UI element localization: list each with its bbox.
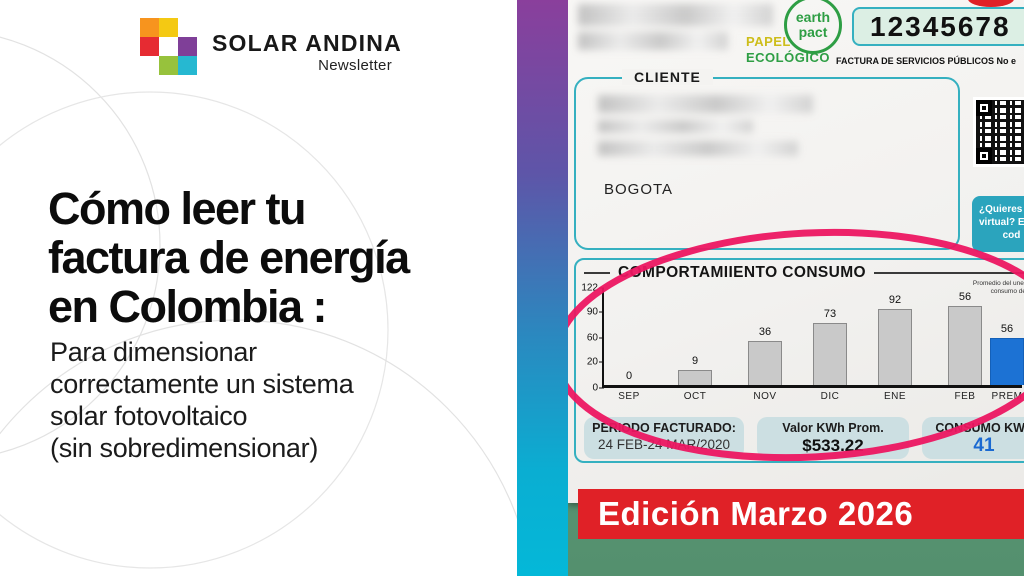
brand-name: SOLAR ANDINA bbox=[212, 30, 402, 56]
bar-value-label: 56 bbox=[1000, 323, 1014, 335]
invoice-number-box: 12345678 bbox=[852, 7, 1024, 46]
x-axis-label: PREM bbox=[991, 391, 1023, 402]
bar-value-label: 0 bbox=[625, 370, 633, 382]
bar-value-label: 9 bbox=[691, 355, 699, 367]
logo-square-orange bbox=[140, 18, 159, 37]
chart-bar-nov bbox=[748, 341, 782, 385]
x-axis-label: DIC bbox=[820, 391, 840, 402]
red-logo-arc bbox=[968, 0, 1014, 7]
page-subtitle: Para dimensionar correctamente un sistem… bbox=[50, 336, 490, 464]
x-axis-label: SEP bbox=[618, 391, 640, 402]
title-line-1: Cómo leer tu bbox=[48, 183, 307, 234]
papel-label: PAPEL bbox=[746, 34, 791, 49]
kwh-price-title: Valor KWh Prom. bbox=[782, 421, 884, 435]
invoice-caption: FACTURA DE SERVICIOS PÚBLICOS No e bbox=[836, 56, 1017, 66]
y-axis-tick: 60 bbox=[587, 333, 605, 344]
virtual-bill-note: ¿Quieres t virtual? Es cod bbox=[972, 196, 1024, 252]
x-axis-label: ENE bbox=[883, 391, 907, 402]
title-line-3: en Colombia : bbox=[48, 281, 328, 332]
blurred-client-address bbox=[598, 95, 830, 175]
page-title: Cómo leer tu factura de energía en Colom… bbox=[48, 184, 518, 331]
qr-code bbox=[973, 97, 1024, 167]
subtitle-line-3: solar fotovoltaico bbox=[50, 401, 248, 431]
invoice-number: 12345678 bbox=[870, 11, 1011, 42]
client-section-label: CLIENTE bbox=[622, 69, 713, 85]
subtitle-line-4: (sin sobredimensionar) bbox=[50, 433, 319, 463]
chart-bar-feb bbox=[948, 306, 982, 385]
logo-square-green bbox=[159, 56, 178, 75]
logo-square-red bbox=[140, 37, 159, 56]
bar-value-label: 73 bbox=[823, 308, 837, 320]
consumption-title: CONSUMO KWh bbox=[935, 421, 1024, 435]
edition-banner: Edición Marzo 2026 bbox=[578, 489, 1024, 539]
client-city: BOGOTA bbox=[604, 181, 674, 198]
subtitle-line-1: Para dimensionar bbox=[50, 337, 257, 367]
consumption-section: COMPORTAMIIENTO CONSUMO Promedio del une… bbox=[574, 258, 1024, 463]
brand-subtitle: Newsletter bbox=[318, 57, 392, 74]
logo-square-cyan bbox=[178, 56, 197, 75]
bill-photo: earth pact PAPEL ECOLÓGICO 12345678 FACT… bbox=[568, 0, 1024, 576]
consumption-box: CONSUMO KWh 41 bbox=[922, 417, 1024, 459]
bar-value-label: 56 bbox=[958, 291, 972, 303]
kwh-price-box: Valor KWh Prom. $533.22 bbox=[757, 417, 909, 459]
brand-text: SOLAR ANDINA Newsletter bbox=[212, 30, 402, 74]
bar-value-label: 36 bbox=[758, 326, 772, 338]
billing-period-title: PERIODO FACTURADO: bbox=[592, 421, 736, 435]
consumption-value: 41 bbox=[973, 435, 995, 456]
y-axis-tick: 90 bbox=[587, 307, 605, 318]
brand-logo-icon bbox=[140, 18, 198, 76]
chart-plot: 122 90 60 20 0 0 SEP 9 OCT 36 NOV 73 DIC 92 ENE 56 FEB 56… bbox=[581, 283, 1024, 402]
chart-bar-oct bbox=[678, 370, 712, 385]
logo-square-purple bbox=[178, 37, 197, 56]
chart-bar-ene bbox=[878, 309, 912, 385]
chart-title: COMPORTAMIIENTO CONSUMO bbox=[618, 264, 867, 281]
chart-bar-prem bbox=[990, 338, 1024, 385]
billing-period-value: 24 FEB-24 MAR/2020 bbox=[597, 437, 731, 452]
y-axis-tick: 20 bbox=[587, 357, 605, 368]
logo-square-yellow bbox=[159, 18, 178, 37]
y-axis-tick: 122 bbox=[581, 283, 604, 294]
client-section: CLIENTE BOGOTA bbox=[574, 69, 960, 250]
x-axis-label: OCT bbox=[683, 391, 707, 402]
earth-pact-logo-icon: earth pact bbox=[784, 0, 842, 54]
kwh-price-value: $533.22 bbox=[802, 436, 864, 455]
x-axis-label: NOV bbox=[753, 391, 777, 402]
left-panel: SOLAR ANDINA Newsletter Cómo leer tu fac… bbox=[0, 18, 518, 569]
subtitle-line-2: correctamente un sistema bbox=[50, 369, 354, 399]
blurred-letterhead bbox=[578, 4, 778, 60]
bar-value-label: 92 bbox=[888, 294, 902, 306]
title-line-2: factura de energía bbox=[48, 232, 410, 283]
chart-bar-dic bbox=[813, 323, 847, 385]
gradient-divider bbox=[517, 0, 568, 576]
billing-period-box: PERIODO FACTURADO: 24 FEB-24 MAR/2020 bbox=[584, 417, 744, 459]
y-axis-tick: 0 bbox=[592, 383, 604, 394]
ecologico-label: ECOLÓGICO bbox=[746, 50, 830, 65]
